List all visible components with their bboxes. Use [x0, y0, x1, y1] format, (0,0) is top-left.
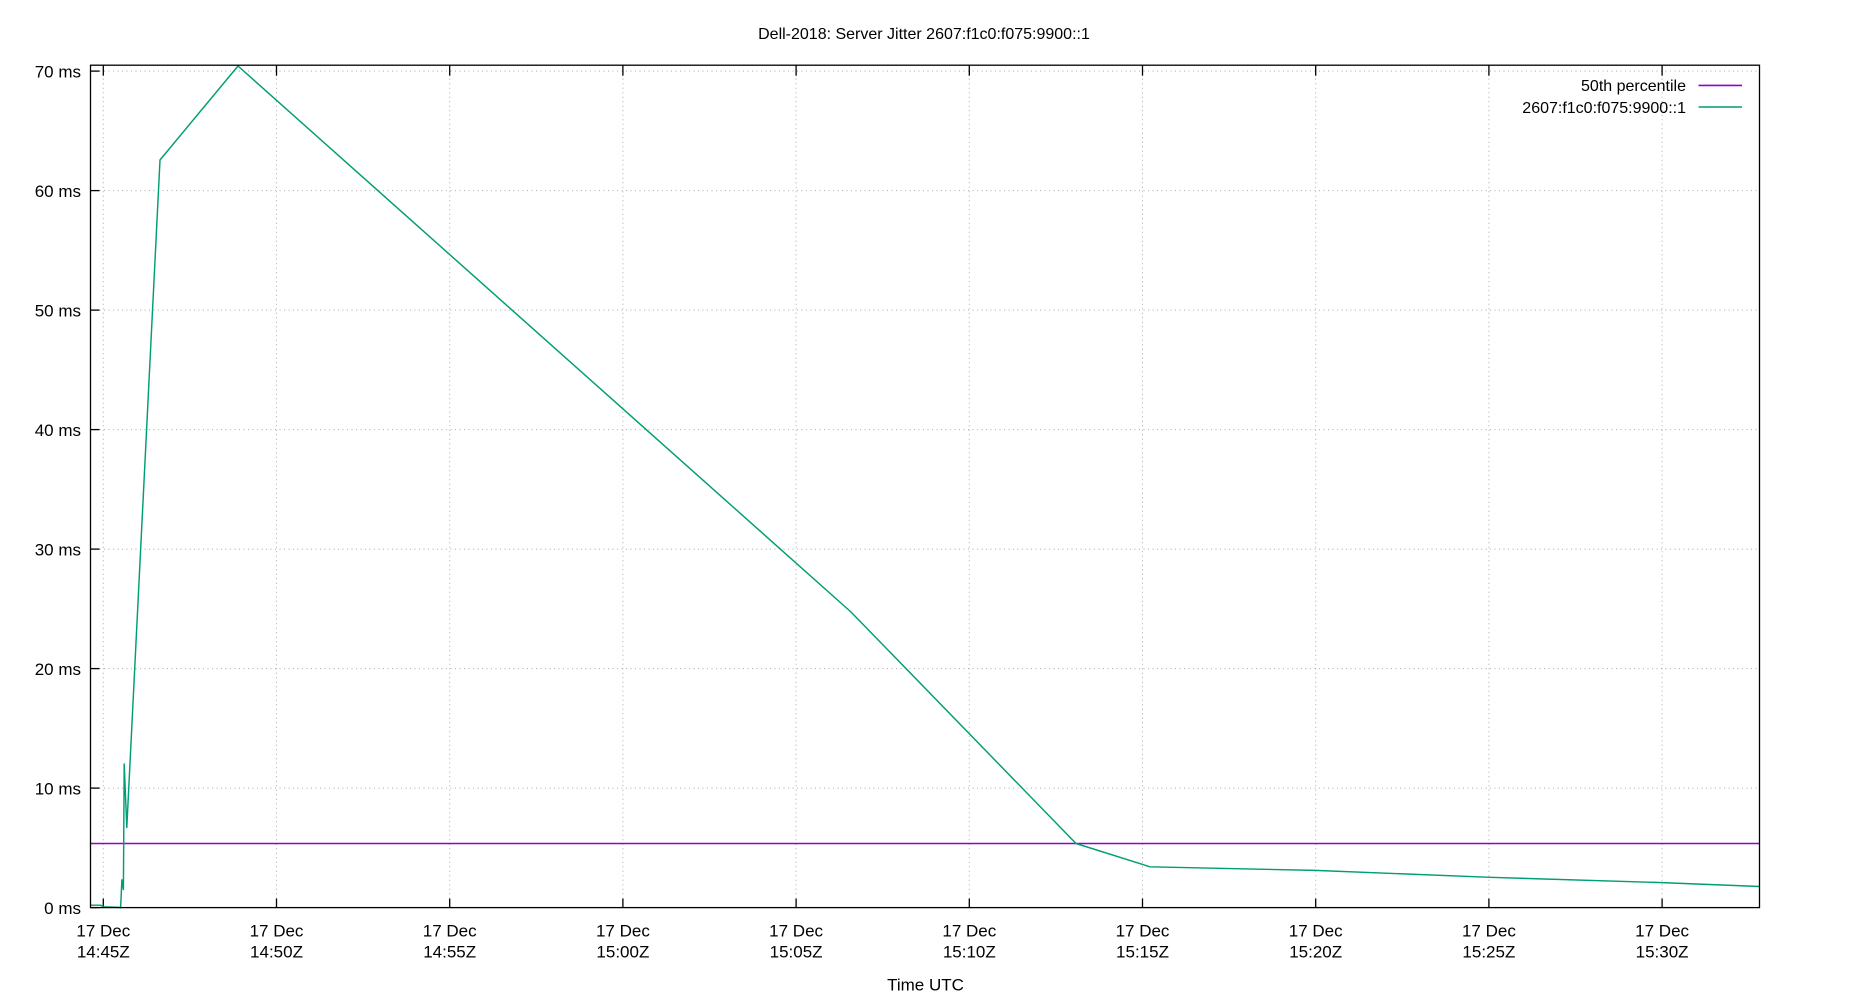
svg-text:15:30Z: 15:30Z — [1636, 943, 1689, 962]
svg-text:15:20Z: 15:20Z — [1289, 943, 1342, 962]
svg-text:17 Dec: 17 Dec — [76, 921, 130, 940]
svg-text:15:15Z: 15:15Z — [1116, 943, 1169, 962]
svg-text:14:45Z: 14:45Z — [77, 943, 130, 962]
svg-text:Time UTC: Time UTC — [887, 976, 964, 995]
svg-text:15:10Z: 15:10Z — [943, 943, 996, 962]
svg-text:2607:f1c0:f075:9900::1: 2607:f1c0:f075:9900::1 — [1522, 100, 1686, 117]
svg-text:50 ms: 50 ms — [35, 301, 81, 320]
svg-text:17 Dec: 17 Dec — [1635, 921, 1689, 940]
svg-text:15:25Z: 15:25Z — [1462, 943, 1515, 962]
svg-text:17 Dec: 17 Dec — [1462, 921, 1516, 940]
svg-text:20 ms: 20 ms — [35, 660, 81, 679]
svg-text:70 ms: 70 ms — [35, 62, 81, 81]
svg-text:17 Dec: 17 Dec — [250, 921, 304, 940]
svg-text:15:05Z: 15:05Z — [770, 943, 823, 962]
svg-text:17 Dec: 17 Dec — [769, 921, 823, 940]
svg-text:50th percentile: 50th percentile — [1581, 78, 1686, 95]
svg-text:17 Dec: 17 Dec — [596, 921, 650, 940]
svg-text:0 ms: 0 ms — [44, 899, 81, 918]
svg-text:15:00Z: 15:00Z — [596, 943, 649, 962]
svg-text:10 ms: 10 ms — [35, 779, 81, 798]
svg-text:60 ms: 60 ms — [35, 182, 81, 201]
svg-text:40 ms: 40 ms — [35, 421, 81, 440]
svg-text:17 Dec: 17 Dec — [1289, 921, 1343, 940]
svg-text:14:55Z: 14:55Z — [423, 943, 476, 962]
svg-text:17 Dec: 17 Dec — [423, 921, 477, 940]
svg-text:14:50Z: 14:50Z — [250, 943, 303, 962]
svg-text:17 Dec: 17 Dec — [942, 921, 996, 940]
svg-text:30 ms: 30 ms — [35, 540, 81, 559]
svg-text:17 Dec: 17 Dec — [1116, 921, 1170, 940]
svg-text:Dell-2018: Server Jitter 2607:: Dell-2018: Server Jitter 2607:f1c0:f075:… — [758, 26, 1090, 43]
